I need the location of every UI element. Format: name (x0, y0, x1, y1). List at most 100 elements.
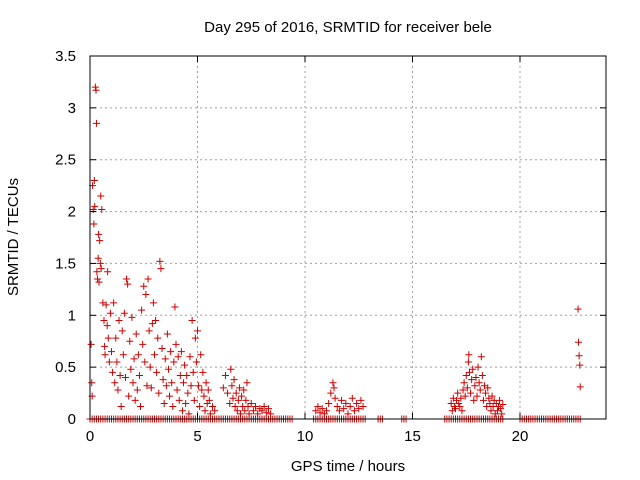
data-point (247, 399, 255, 407)
data-point (139, 340, 147, 348)
x-tick-label: 20 (512, 428, 529, 445)
data-point (478, 371, 486, 379)
data-point (353, 399, 361, 407)
data-point (90, 176, 98, 184)
data-point (159, 376, 167, 384)
data-point (496, 396, 504, 404)
plot-frame (89, 55, 607, 420)
data-point (498, 410, 506, 418)
data-point (130, 355, 138, 363)
data-point (164, 365, 172, 373)
data-point (175, 396, 183, 404)
y-tick-label: 3 (68, 100, 76, 117)
data-point (460, 379, 468, 387)
y-tick-label: 3.5 (55, 48, 76, 65)
data-point (101, 351, 109, 359)
x-tick-label: 0 (86, 428, 94, 445)
data-point (342, 399, 350, 407)
data-point (234, 396, 242, 404)
data-point (196, 403, 204, 411)
data-point (459, 386, 467, 394)
data-point (224, 389, 232, 397)
data-point (168, 379, 176, 387)
data-point (316, 409, 324, 417)
data-point (127, 365, 135, 373)
data-point (454, 389, 462, 397)
data-point (318, 405, 326, 413)
data-point (209, 403, 217, 411)
data-point (160, 399, 168, 407)
data-point (241, 407, 249, 415)
data-point (131, 396, 139, 404)
data-point (120, 309, 128, 317)
data-point (156, 257, 164, 265)
y-tick-label: 1 (68, 307, 76, 324)
data-point (227, 365, 235, 373)
data-point (464, 358, 472, 366)
data-point (109, 368, 117, 376)
data-point (229, 394, 237, 402)
data-point (329, 379, 337, 387)
data-point (244, 403, 252, 411)
data-point (198, 386, 206, 394)
data-point (201, 407, 209, 415)
data-point (469, 365, 477, 373)
x-tick-label: 10 (297, 428, 314, 445)
y-tick-label: 2.5 (55, 152, 76, 169)
points-layer (86, 83, 584, 423)
x-tick-label: 5 (193, 428, 201, 445)
data-point (499, 400, 507, 408)
data-point (475, 379, 483, 387)
data-point (112, 334, 120, 342)
data-point (138, 306, 146, 314)
data-point (204, 386, 212, 394)
data-point (170, 358, 178, 366)
data-point (184, 389, 192, 397)
data-point (187, 382, 195, 390)
data-point (340, 405, 348, 413)
data-point (456, 403, 464, 411)
data-point (98, 205, 106, 213)
y-axis-title: SRMTID / TECUs (5, 178, 22, 296)
data-point (94, 254, 102, 262)
data-point (125, 392, 133, 400)
data-point (171, 303, 179, 311)
data-point (108, 348, 115, 356)
data-point (350, 407, 358, 415)
data-point (90, 220, 98, 228)
data-point (155, 389, 163, 397)
data-point (576, 361, 584, 369)
data-point (92, 119, 100, 127)
data-point (157, 265, 165, 273)
data-point (182, 399, 190, 407)
data-point (245, 410, 253, 418)
data-point (479, 396, 487, 404)
data-point (359, 403, 367, 411)
data-point (140, 282, 148, 290)
data-point (118, 327, 126, 335)
data-point (149, 299, 157, 307)
data-point (97, 192, 105, 200)
data-point (144, 275, 152, 283)
data-point (232, 389, 240, 397)
ticks-layer: 0 5 10 15 20 0 0.5 1 1.5 2 2.5 3 3.5 (55, 48, 606, 445)
data-point (166, 392, 174, 400)
data-point (314, 403, 322, 411)
data-point (113, 358, 121, 366)
data-point (471, 382, 479, 390)
grid-layer (90, 56, 606, 419)
data-point (262, 409, 270, 417)
data-point (264, 405, 272, 413)
data-point (211, 407, 219, 415)
data-point (462, 371, 470, 379)
data-point (146, 363, 154, 371)
data-point (95, 278, 103, 286)
data-point (104, 334, 112, 342)
data-point (185, 410, 193, 418)
data-point (176, 371, 184, 379)
data-point (162, 382, 170, 390)
data-point (147, 384, 155, 392)
data-point (117, 403, 125, 411)
data-point (161, 355, 169, 363)
data-point (102, 301, 110, 309)
